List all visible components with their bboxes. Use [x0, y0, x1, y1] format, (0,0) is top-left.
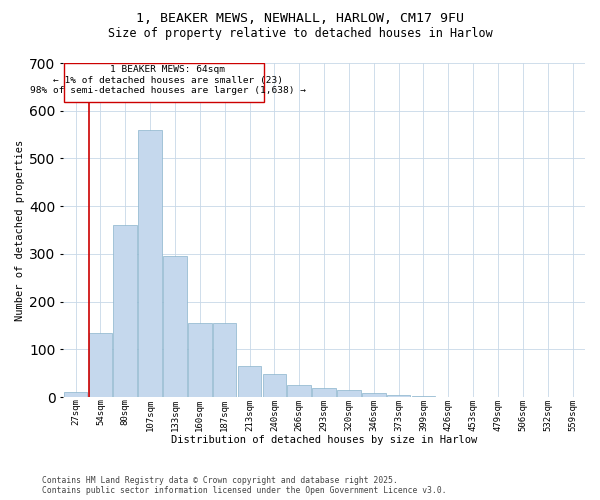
Bar: [89, 332, 112, 397]
Text: 1 BEAKER MEWS: 64sqm: 1 BEAKER MEWS: 64sqm: [110, 66, 225, 74]
Bar: [238, 366, 262, 397]
Bar: [139, 130, 162, 397]
Bar: [337, 390, 361, 397]
Text: Contains HM Land Registry data © Crown copyright and database right 2025.
Contai: Contains HM Land Registry data © Crown c…: [42, 476, 446, 495]
Bar: [213, 323, 236, 397]
FancyBboxPatch shape: [64, 63, 265, 102]
Bar: [64, 392, 88, 397]
Text: Size of property relative to detached houses in Harlow: Size of property relative to detached ho…: [107, 28, 493, 40]
Bar: [188, 323, 212, 397]
Bar: [312, 388, 336, 397]
Bar: [387, 396, 410, 397]
Bar: [263, 374, 286, 397]
Text: 98% of semi-detached houses are larger (1,638) →: 98% of semi-detached houses are larger (…: [30, 86, 306, 95]
Text: 1, BEAKER MEWS, NEWHALL, HARLOW, CM17 9FU: 1, BEAKER MEWS, NEWHALL, HARLOW, CM17 9F…: [136, 12, 464, 26]
Bar: [362, 394, 386, 397]
Bar: [163, 256, 187, 397]
Bar: [287, 386, 311, 397]
Bar: [113, 226, 137, 397]
Y-axis label: Number of detached properties: Number of detached properties: [15, 140, 25, 320]
Bar: [412, 396, 435, 397]
Text: ← 1% of detached houses are smaller (23): ← 1% of detached houses are smaller (23): [53, 76, 283, 84]
X-axis label: Distribution of detached houses by size in Harlow: Distribution of detached houses by size …: [171, 435, 477, 445]
